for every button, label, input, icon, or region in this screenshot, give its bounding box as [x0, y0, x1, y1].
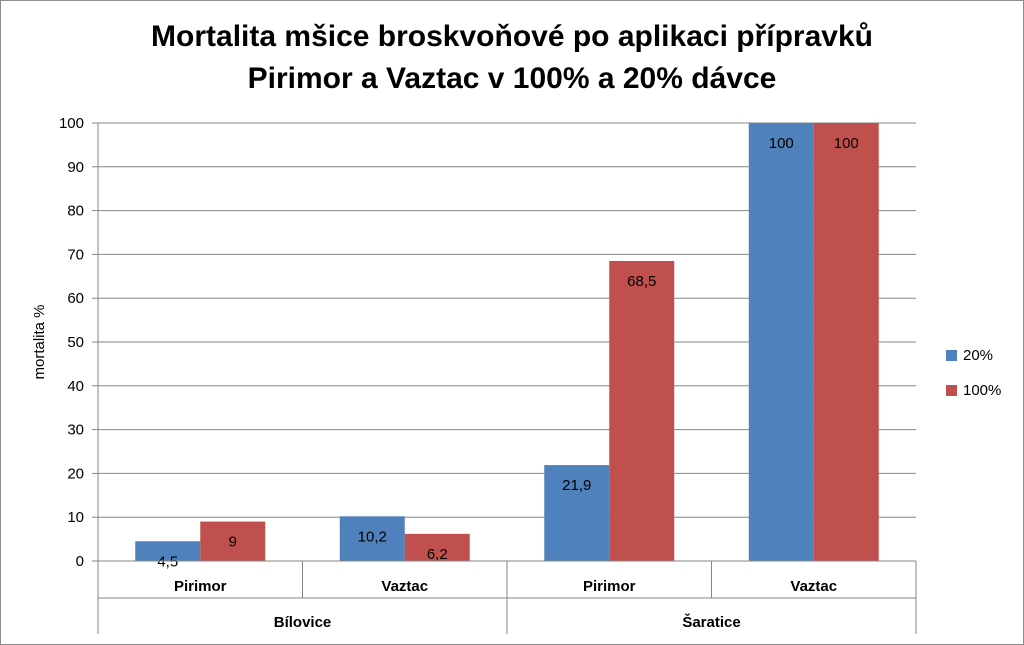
y-tick-label-100: 100 — [59, 115, 84, 132]
legend-swatch-20 — [946, 350, 957, 361]
bar-100-0 — [200, 521, 266, 561]
bar-100-3 — [813, 123, 879, 561]
y-tick-label-70: 70 — [67, 246, 84, 263]
y-tick-label-0: 0 — [76, 553, 84, 570]
y-tick-label-20: 20 — [67, 465, 84, 482]
x-category-label-3: Vaztac — [790, 578, 837, 595]
bar-20-3 — [748, 123, 814, 561]
legend-label-20: 20% — [963, 347, 994, 364]
data-label-20-3: 100 — [769, 135, 794, 152]
chart-title-line-1: Mortalita mšice broskvoňové po aplikaci … — [151, 20, 873, 53]
legend-item-20: 20% — [946, 347, 993, 364]
chart-title-line-2: Pirimor a Vaztac v 100% a 20% dávce — [247, 62, 777, 95]
x-group-label-1: Šaratice — [682, 613, 740, 631]
y-tick-label-90: 90 — [67, 159, 84, 176]
data-label-100-1: 6,2 — [427, 546, 448, 563]
x-category-label-0: Pirimor — [174, 578, 227, 595]
data-label-100-2: 68,5 — [627, 273, 656, 290]
data-label-20-0: 4,5 — [157, 553, 178, 570]
bar-20-0 — [135, 541, 201, 561]
bar-20-2 — [544, 465, 610, 561]
y-tick-label-50: 50 — [67, 334, 84, 351]
legend-item-100: 100% — [946, 382, 1001, 399]
x-category-label-1: Vaztac — [381, 578, 428, 595]
legend-swatch-100 — [946, 385, 957, 396]
y-tick-label-10: 10 — [67, 509, 84, 526]
bar-100-1 — [404, 533, 470, 561]
data-label-100-3: 100 — [834, 135, 859, 152]
x-group-label-0: Bílovice — [274, 614, 332, 631]
y-axis-label: mortalita % — [31, 304, 48, 379]
data-label-100-0: 9 — [229, 534, 237, 551]
data-label-20-1: 10,2 — [358, 528, 387, 545]
y-tick-label-80: 80 — [67, 203, 84, 220]
y-tick-label-60: 60 — [67, 290, 84, 307]
y-tick-label-40: 40 — [67, 378, 84, 395]
bar-20-1 — [339, 516, 405, 561]
legend-label-100: 100% — [963, 382, 1002, 399]
x-category-label-2: Pirimor — [583, 578, 636, 595]
y-tick-label-30: 30 — [67, 422, 84, 439]
bar-100-2 — [609, 260, 675, 561]
data-label-20-2: 21,9 — [562, 477, 591, 494]
